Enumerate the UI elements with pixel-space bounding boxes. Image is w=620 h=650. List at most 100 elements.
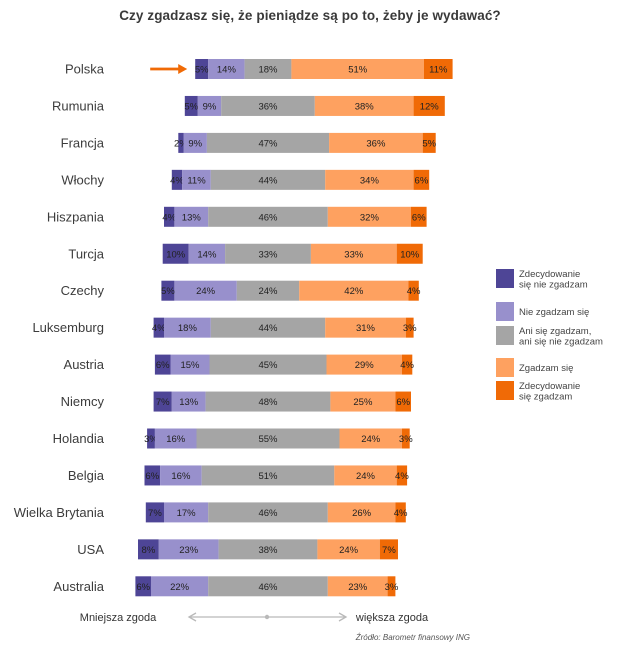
segment-value-label: 4% — [170, 175, 184, 186]
segment-value-label: 4% — [152, 323, 166, 334]
bar-segment-4 — [387, 576, 396, 597]
country-label: Polska — [65, 62, 105, 77]
segment-value-label: 44% — [258, 323, 278, 334]
bar-segment-0 — [154, 354, 171, 375]
segment-value-label: 23% — [179, 545, 199, 556]
bar-row-0: Polska 5% 14% 18% 51% 11% — [65, 59, 453, 79]
segment-value-label: 3% — [403, 323, 417, 334]
bar-row-1: Rumunia 5% 9% 36% 38% 12% — [52, 95, 445, 116]
bar-row-13: USA 8% 23% 38% 24% 7% — [77, 539, 398, 560]
bar-row-11: Belgia 6% 16% 51% 24% 4% — [68, 465, 409, 486]
segment-value-label: 3% — [399, 434, 413, 445]
bar-segment-0 — [184, 95, 198, 116]
segment-value-label: 25% — [353, 397, 373, 408]
country-label: Niemcy — [61, 394, 105, 409]
legend-label: się zgadzam — [519, 391, 572, 402]
bar-row-5: Turcja 10% 14% 33% 33% 10% — [68, 243, 423, 264]
segment-value-label: 14% — [217, 65, 237, 76]
country-label: Hiszpania — [47, 209, 105, 224]
segment-value-label: 5% — [161, 286, 175, 297]
segment-value-label: 33% — [258, 249, 278, 260]
legend-item-1: Nie zgadzam się — [496, 302, 589, 321]
segment-value-label: 45% — [258, 360, 278, 371]
segment-value-label: 36% — [258, 101, 278, 112]
bar-segment-1 — [174, 206, 209, 227]
segment-value-label: 15% — [180, 360, 200, 371]
segment-value-label: 51% — [258, 471, 278, 482]
bar-segment-0 — [164, 206, 175, 227]
bar-segment-0 — [147, 428, 155, 449]
bar-segment-4 — [395, 502, 406, 523]
segment-value-label: 16% — [166, 434, 186, 445]
legend-label: ani się nie zgadzam — [519, 336, 603, 347]
bar-segment-2 — [201, 465, 335, 486]
segment-value-label: 46% — [258, 508, 278, 519]
segment-value-label: 6% — [156, 360, 170, 371]
segment-value-label: 3% — [385, 582, 399, 593]
bar-segment-3 — [327, 502, 396, 523]
segment-value-label: 18% — [258, 65, 278, 76]
country-label: Czechy — [61, 283, 105, 298]
bar-row-9: Niemcy 7% 13% 48% 25% 6% — [61, 391, 411, 412]
bar-segment-3 — [330, 391, 396, 412]
bar-segment-0 — [153, 317, 164, 338]
segment-value-label: 5% — [184, 101, 198, 112]
bar-segment-2 — [221, 95, 315, 116]
segment-value-label: 51% — [348, 65, 368, 76]
bar-segment-2 — [244, 59, 292, 79]
segment-value-label: 44% — [258, 175, 278, 186]
bar-segment-1 — [188, 243, 226, 264]
bar-segment-3 — [299, 280, 409, 301]
segment-value-label: 34% — [360, 175, 380, 186]
bar-segment-2 — [218, 539, 318, 560]
bar-segment-0 — [135, 576, 151, 597]
bar-segment-1 — [164, 317, 211, 338]
segment-value-label: 6% — [412, 212, 426, 223]
segment-value-label: 24% — [196, 286, 216, 297]
segment-value-label: 7% — [148, 508, 162, 519]
bar-row-10: Holandia 3% 16% 55% 24% 3% — [53, 428, 413, 449]
legend-item-2: Ani się zgadzam,ani się nie zgadzam — [496, 326, 603, 347]
bar-segment-0 — [162, 243, 189, 264]
segment-value-label: 22% — [170, 582, 190, 593]
bar-segment-2 — [225, 243, 311, 264]
segment-value-label: 17% — [177, 508, 197, 519]
bar-segment-1 — [183, 132, 207, 153]
bar-segment-3 — [327, 206, 411, 227]
segment-value-label: 8% — [142, 545, 156, 556]
legend-label: Nie zgadzam się — [519, 307, 589, 318]
country-label: Australia — [53, 579, 104, 594]
bar-row-4: Hiszpania 4% 13% 46% 32% 6% — [47, 206, 427, 227]
bar-segment-0 — [178, 132, 184, 153]
segment-value-label: 32% — [360, 212, 380, 223]
segment-value-label: 24% — [339, 545, 359, 556]
bar-segment-1 — [171, 391, 206, 412]
segment-value-label: 5% — [195, 65, 209, 76]
agreement-axis: Mniejsza zgoda większa zgoda — [80, 612, 429, 624]
country-label: USA — [77, 542, 104, 557]
legend-swatch — [496, 358, 514, 377]
bar-segment-0 — [145, 502, 164, 523]
segment-value-label: 31% — [356, 323, 376, 334]
legend-swatch — [496, 269, 514, 288]
segment-value-label: 6% — [136, 582, 150, 593]
segment-value-label: 13% — [179, 397, 199, 408]
axis-arrow-right-icon — [338, 612, 348, 622]
bar-segment-0 — [138, 539, 159, 560]
axis-left-label: Mniejsza zgoda — [80, 612, 157, 624]
country-label: Włochy — [61, 172, 104, 187]
segment-value-label: 4% — [395, 471, 409, 482]
segment-value-label: 9% — [188, 138, 202, 149]
chart-rows: Polska 5% 14% 18% 51% 11% Rumunia 5% 9% 36% 38% 12%… — [14, 59, 453, 597]
segment-value-label: 24% — [361, 434, 381, 445]
bar-segment-2 — [208, 576, 328, 597]
bar-segment-3 — [291, 59, 424, 79]
bar-segment-0 — [195, 59, 209, 79]
legend-label: Zgadzam się — [519, 363, 573, 374]
bar-segment-1 — [154, 428, 197, 449]
bar-row-14: Australia 6% 22% 46% 23% 3% — [53, 576, 399, 597]
